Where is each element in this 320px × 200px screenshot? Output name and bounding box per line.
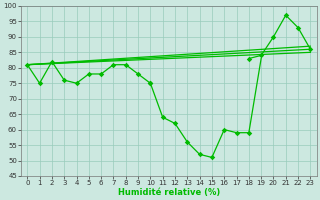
X-axis label: Humidité relative (%): Humidité relative (%) [118,188,220,197]
